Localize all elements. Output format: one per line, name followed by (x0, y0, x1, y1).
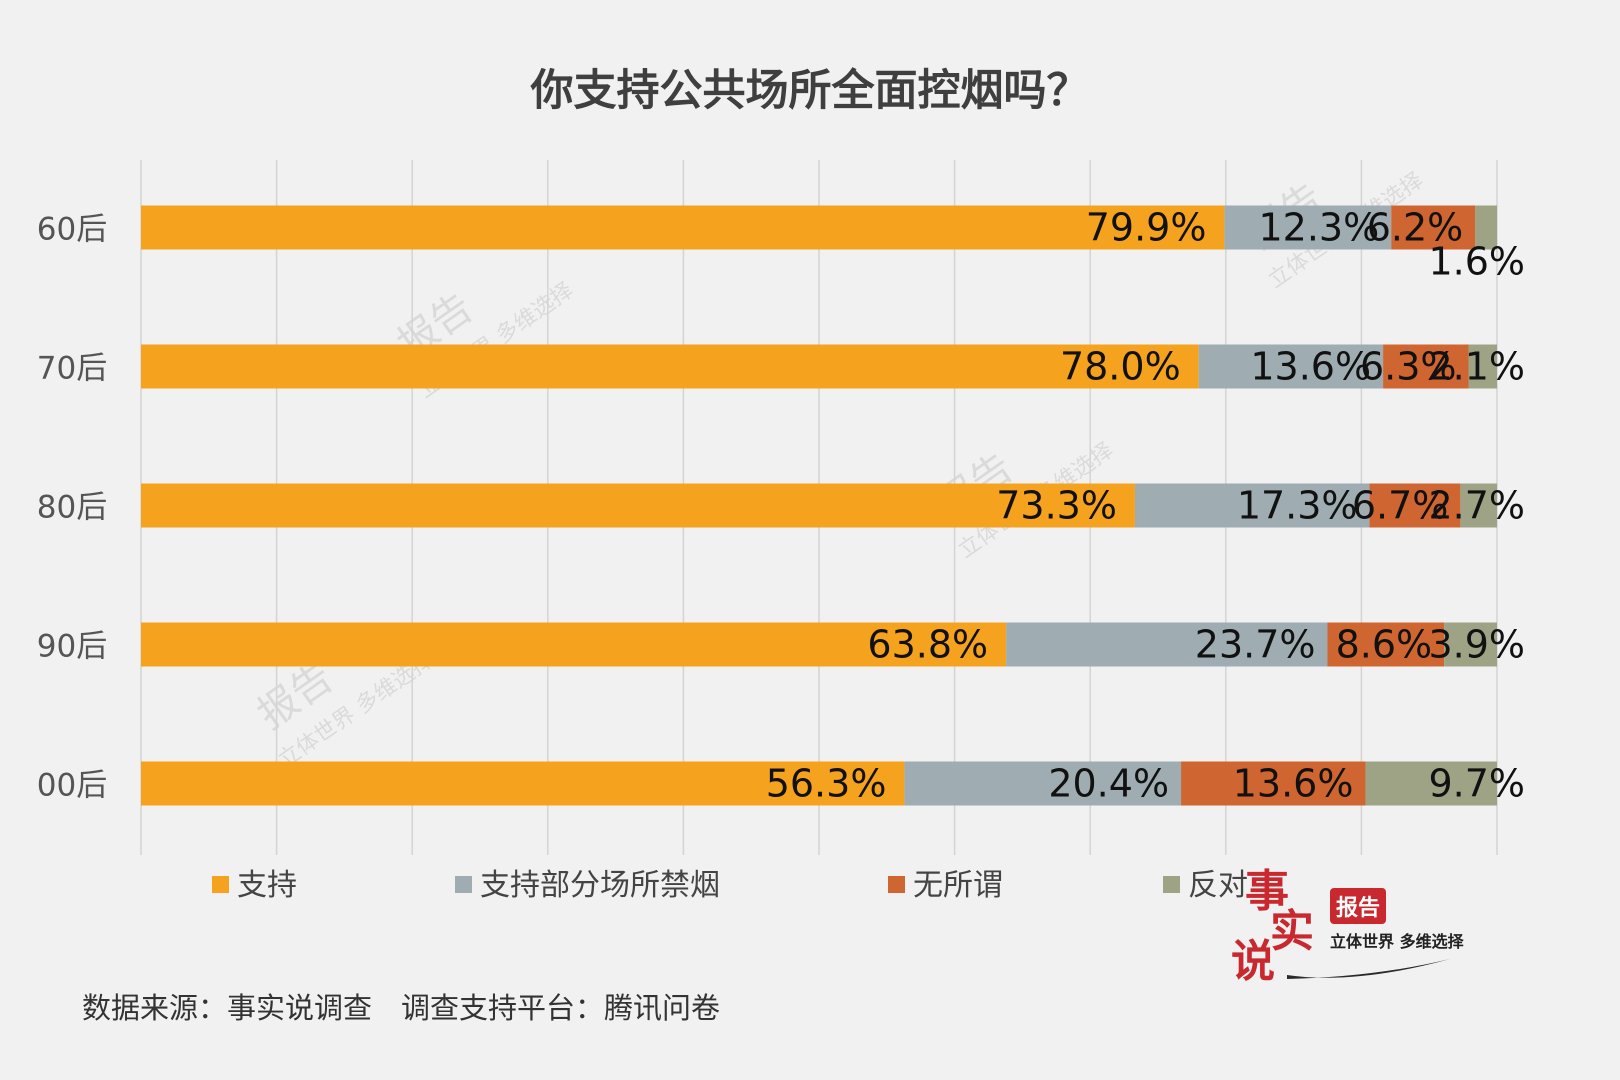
legend-swatch (455, 876, 472, 893)
legend-swatch (888, 876, 905, 893)
bar-segment (1383, 344, 1469, 389)
data-label: 63.8% (867, 623, 988, 667)
legend-label: 支持部分场所禁烟 (480, 868, 720, 903)
logo-badge: 报告 (1330, 888, 1387, 924)
bar-segment (141, 622, 1007, 667)
data-label: 13.6% (1250, 345, 1371, 389)
data-label: 9.7% (1428, 762, 1525, 806)
category-label: 90后 (37, 629, 107, 665)
category-label: 60后 (37, 212, 107, 248)
data-label: 12.3% (1259, 206, 1380, 250)
logo-char-3: 说 (1231, 936, 1275, 987)
data-label: 73.3% (996, 484, 1117, 528)
data-label: 2.1% (1428, 345, 1525, 389)
data-label: 78.0% (1060, 345, 1181, 389)
bar-segment (1198, 344, 1384, 389)
legend-label: 反对 (1188, 868, 1248, 903)
legend-label: 无所谓 (913, 868, 1003, 903)
logo-char-2: 实 (1270, 906, 1314, 957)
logo-brush-stroke (1287, 959, 1450, 979)
category-axis: 60后 70后 80后 90后 00后 (37, 212, 107, 804)
data-label: 56.3% (766, 762, 887, 806)
data-label: 6.3% (1360, 345, 1457, 389)
bar-segment (1327, 622, 1445, 667)
bar-segment (1365, 761, 1497, 806)
bar-segment (1369, 483, 1461, 528)
category-label: 00后 (37, 768, 107, 804)
bar-segment (141, 483, 1135, 528)
data-label: 23.7% (1195, 623, 1316, 667)
bar-segment (1475, 205, 1497, 250)
chart-title: 你支持公共场所全面控烟吗？ (530, 66, 1090, 116)
legend-swatch (1163, 876, 1180, 893)
bar-segment (141, 344, 1199, 389)
data-label: 79.9% (1086, 206, 1207, 250)
category-label: 80后 (37, 490, 107, 526)
data-label: 6.2% (1367, 206, 1464, 250)
legend: 支持 支持部分场所禁烟 无所谓 反对 (212, 868, 1248, 903)
brand-logo: 事 实 说 报告 立体世界 多维选择 (1231, 866, 1495, 990)
data-source-note: 数据来源：事实说调查 调查支持平台：腾讯问卷 (82, 991, 721, 1025)
legend-swatch (212, 876, 229, 893)
data-label: 20.4% (1048, 762, 1169, 806)
data-label: 6.7% (1352, 484, 1449, 528)
bar-segment (141, 761, 905, 806)
bar-segment (904, 761, 1182, 806)
logo-tagline: 立体世界 多维选择 (1330, 932, 1464, 951)
data-label: 3.9% (1428, 623, 1525, 667)
logo-char-1: 事 (1245, 866, 1289, 917)
data-label: 2.7% (1428, 484, 1525, 528)
legend-label: 支持 (237, 868, 297, 903)
data-label: 1.6% (1428, 240, 1525, 284)
bar-segment (1444, 622, 1497, 667)
bar-segment (1181, 761, 1366, 806)
bar-segment (1460, 483, 1497, 528)
bar-segment (1391, 205, 1476, 250)
bars (141, 205, 1497, 806)
data-label: 13.6% (1233, 762, 1354, 806)
bar-segment (1224, 205, 1392, 250)
data-labels: 79.9% 12.3%6.2%1.6%78.0% 13.6%6.3%2.1%73.3… (766, 206, 1525, 806)
category-label: 70后 (37, 351, 107, 387)
bar-segment (1468, 344, 1497, 389)
bar-segment (1134, 483, 1370, 528)
bar-segment (1006, 622, 1328, 667)
data-label: 17.3% (1237, 484, 1358, 528)
bar-segment (141, 205, 1225, 250)
data-label: 8.6% (1336, 623, 1433, 667)
